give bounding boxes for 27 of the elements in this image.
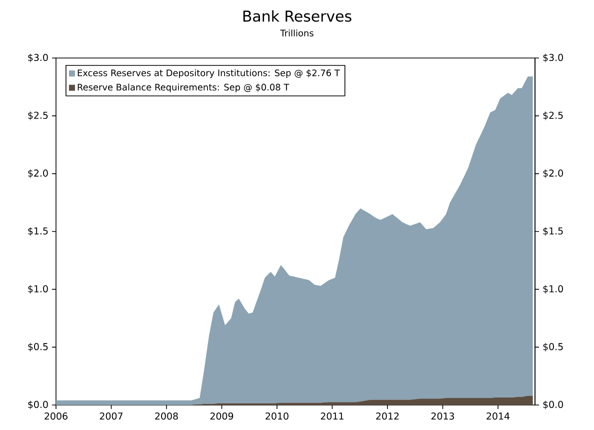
y-tick-label: $0.0	[28, 400, 48, 410]
x-tick-label: 2010	[266, 412, 288, 420]
y2-tick-label: $3.0	[543, 54, 563, 62]
y-tick-label: $2.5	[28, 112, 48, 120]
y2-tick-label: $1.5	[543, 227, 563, 236]
x-tick-label: 2013	[431, 412, 454, 420]
y2-tick-label: $0.0	[543, 400, 563, 410]
x-tick-label: 2011	[320, 412, 344, 420]
y-tick-label: $3.0	[28, 54, 48, 62]
x-tick-label: 2012	[376, 412, 399, 420]
y-tick-label: $2.0	[28, 169, 48, 178]
y-tick-label: $1.0	[28, 285, 48, 294]
y-tick-label: $1.5	[28, 227, 48, 236]
chart-title: Bank Reserves	[243, 10, 352, 22]
y2-tick-label: $0.5	[543, 342, 563, 352]
x-tick-label: 2014	[486, 412, 510, 420]
y2-tick-label: $2.5	[543, 112, 563, 120]
x-tick-label: 2009	[210, 412, 234, 420]
x-tick-label: 2008	[155, 412, 178, 420]
chart-subtitle: Trillions	[280, 30, 314, 36]
y2-tick-label: $1.0	[543, 285, 563, 294]
legend-label: Excess Reserves at Depository Institutions: Sep @ $2.76 T	[78, 69, 340, 78]
legend-label: Reserve Balance Requirements: Sep @ $0.08 T	[78, 84, 290, 92]
y2-tick-label: $2.0	[543, 169, 563, 178]
x-tick-label: 2006	[44, 412, 68, 420]
x-tick-label: 2007	[100, 412, 122, 420]
y-tick-label: $0.5	[28, 342, 48, 352]
